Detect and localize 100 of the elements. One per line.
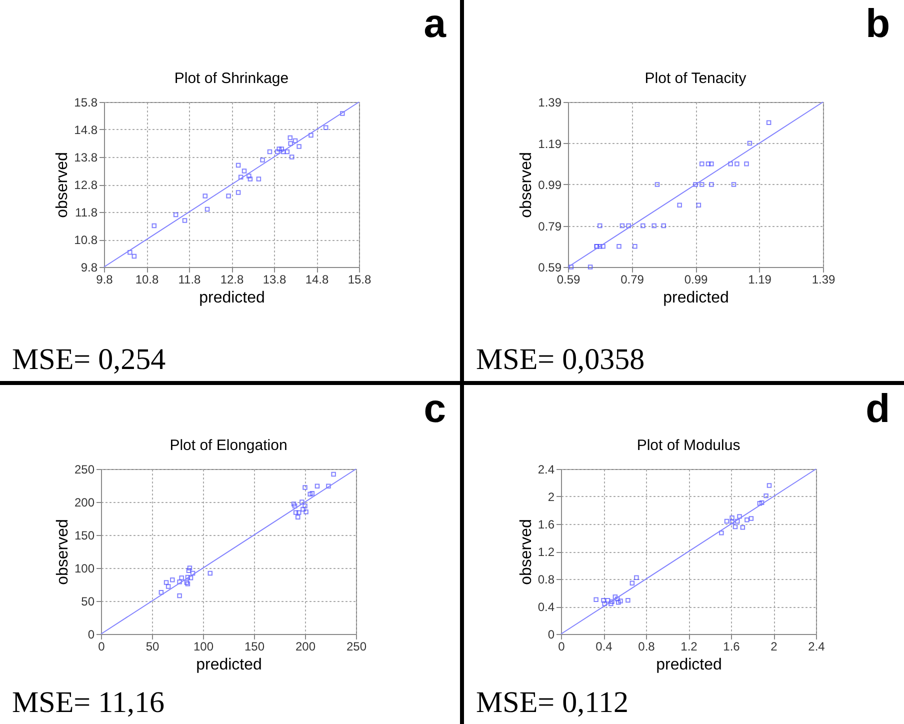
point [308,132,314,138]
point [310,491,315,496]
point [276,146,282,152]
x-tick-label: 10.8 [135,272,159,286]
point [279,146,284,152]
y-tick-label: 2 [548,490,555,504]
point [296,510,302,515]
point [634,575,639,580]
y-tick-label: 0.79 [538,219,562,234]
text: c [424,387,446,432]
point [700,182,704,187]
x-axis-title: predicted [656,656,722,674]
point [173,212,178,218]
x-tick-label: 11.8 [178,272,202,286]
point [600,244,606,249]
point [202,194,208,198]
point [605,598,610,603]
point [616,600,621,605]
x-tick-label: 12.8 [220,272,244,286]
x-axis-title: predicted [196,656,262,674]
point [618,598,623,604]
y-tick-label: 100 [74,562,95,576]
point [764,493,768,498]
point [709,162,714,166]
y-tick-label: 12.8 [74,178,98,192]
point [304,510,308,514]
point [132,254,137,259]
point [737,514,742,519]
point [182,218,188,223]
point [747,140,752,146]
x-tick-label: 15.8 [348,272,372,286]
point [608,601,614,606]
point [300,500,304,504]
point [280,149,286,154]
y-tick-label: 250 [74,462,95,476]
point [331,472,336,477]
chart-title: Plot of Tenacity [644,70,747,87]
y-tick-label: 0.99 [538,178,562,192]
point [602,601,607,606]
text: MSE= 0,0358 [476,343,645,377]
point [242,168,247,174]
x-tick-label: 50 [146,640,160,654]
point [594,597,598,602]
point [128,250,132,255]
point [766,483,772,488]
x-tick-label: 14.8 [305,272,329,286]
y-tick-label: 9.8 [80,260,98,274]
point [759,500,764,506]
point [626,598,630,603]
text: MSE= 0,112 [476,686,628,720]
point [731,182,736,187]
y-tick-label: 14.8 [74,123,98,137]
point [158,590,164,595]
point [568,264,574,270]
chart-title: Plot of Modulus [636,437,740,454]
point [308,492,312,496]
point [709,182,714,187]
point [610,599,614,604]
x-tick-label: 1.39 [812,272,836,286]
point [236,162,241,168]
point [598,244,602,249]
point [292,504,298,508]
point [291,502,296,506]
point [719,530,724,536]
point [292,138,298,144]
point [177,579,182,584]
point [654,182,660,187]
text: a [424,2,446,47]
x-tick-label: 1.19 [748,272,772,286]
point [166,584,171,589]
point [748,516,754,521]
point [236,190,241,195]
x-tick-label: 0.79 [620,272,644,286]
point [300,506,306,512]
y-tick-label: 13.8 [74,150,98,164]
x-axis-title: predicted [199,290,265,306]
point [632,244,638,249]
point [340,111,345,116]
chart-title: Plot of Elongation [170,437,288,454]
text: MSE= 0,254 [12,343,166,377]
y-tick-label: 0.59 [538,260,562,274]
x-tick-label: 200 [295,640,316,654]
y-tick-label: 0.4 [538,600,555,614]
point [302,504,308,508]
y-axis-title: observed [518,152,536,218]
y-tick-label: 1.2 [538,545,555,559]
point [238,174,244,180]
point [630,580,635,586]
point [186,568,192,574]
point [177,593,182,598]
point [323,125,328,130]
y-tick-label: 11.8 [75,206,98,220]
y-tick-label: 1.19 [538,136,562,151]
point [179,576,184,580]
point [185,574,190,580]
x-axis-title: predicted [663,290,729,306]
point [208,570,213,576]
y-tick-label: 50 [81,594,95,608]
chart-title: Plot of Shrinkage [174,70,289,87]
point [735,518,740,524]
